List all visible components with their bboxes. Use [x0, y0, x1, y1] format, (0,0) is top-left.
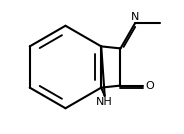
Text: O: O: [145, 81, 154, 91]
Text: NH: NH: [96, 97, 113, 107]
Text: N: N: [131, 12, 139, 22]
